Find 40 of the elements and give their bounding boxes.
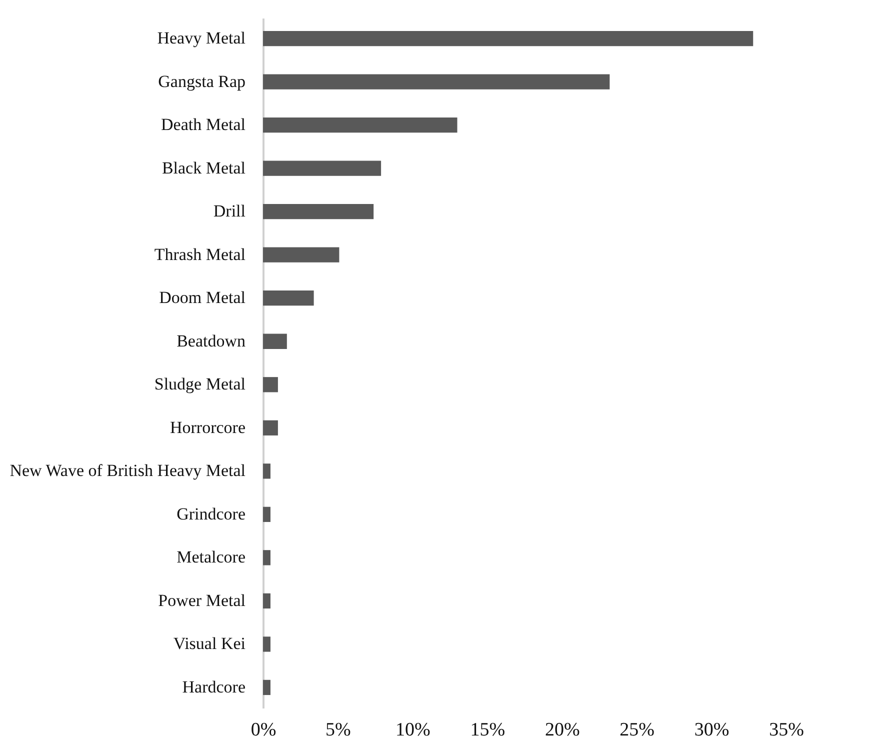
y-tick-label: Hardcore (182, 677, 246, 696)
y-tick-label: Drill (213, 202, 246, 221)
bar (263, 593, 270, 608)
y-tick-label: Visual Kei (173, 634, 246, 654)
y-tick-label: Death Metal (161, 115, 246, 134)
y-tick-label: Metalcore (176, 548, 246, 567)
bar (263, 334, 287, 349)
bar (263, 464, 270, 479)
x-tick-label: 25% (620, 720, 655, 740)
bar (263, 636, 270, 652)
y-tick-label: Beatdown (176, 331, 246, 350)
y-tick-label: Doom Metal (159, 288, 246, 308)
bar (263, 30, 754, 46)
x-tick-label: 5% (326, 720, 352, 740)
y-tick-label: Grindcore (176, 504, 246, 524)
x-tick-label: 0% (250, 720, 276, 740)
bar (263, 506, 270, 522)
y-tick-label: Black Metal (162, 158, 246, 178)
y-tick-label: Gangsta Rap (158, 72, 246, 91)
bar (263, 160, 382, 176)
bar (263, 420, 278, 436)
bar (263, 74, 610, 90)
bar (263, 550, 270, 566)
bar (263, 204, 374, 220)
y-tick-label: Horrorcore (170, 418, 246, 437)
bar (263, 118, 458, 133)
y-tick-label: Heavy Metal (157, 28, 246, 48)
bar (263, 247, 340, 262)
x-tick-label: 10% (396, 720, 431, 740)
bar (263, 680, 270, 696)
x-tick-label: 20% (544, 720, 580, 740)
y-tick-label: Sludge Metal (154, 374, 246, 394)
x-tick-label: 35% (769, 720, 804, 740)
x-tick-label: 15% (470, 720, 506, 740)
bar (263, 377, 278, 392)
x-tick-label: 30% (694, 720, 730, 740)
bar (263, 290, 314, 306)
y-tick-label: New Wave of British Heavy Metal (10, 461, 246, 480)
y-tick-label: Power Metal (158, 590, 246, 610)
y-tick-label: Thrash Metal (154, 244, 246, 264)
